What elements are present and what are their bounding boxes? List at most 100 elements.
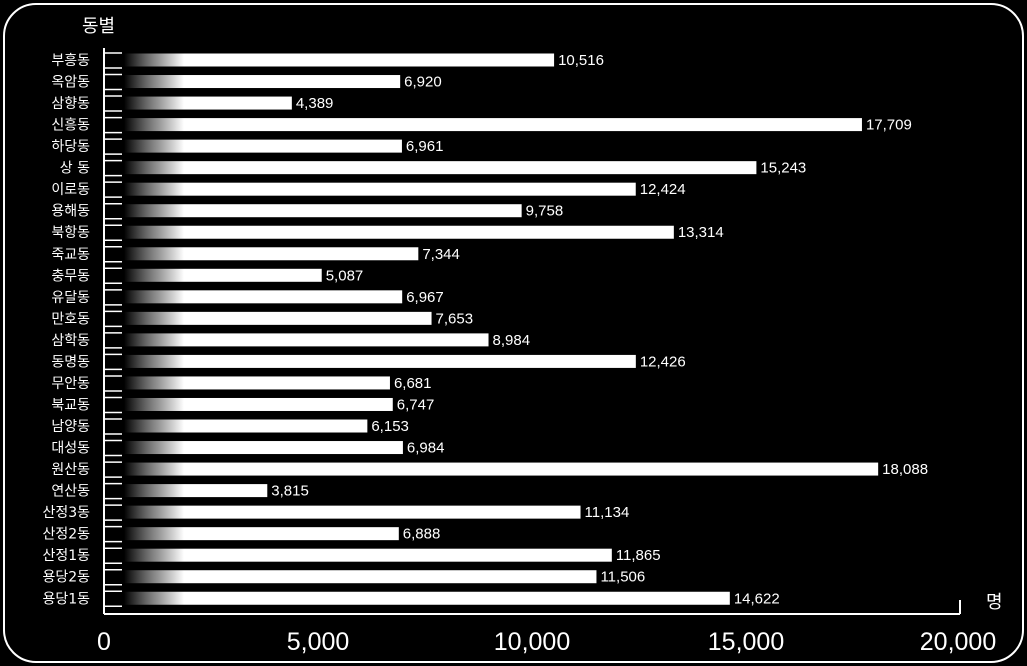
category-label: 삼학동 [51,333,90,349]
data-label: 11,134 [585,504,630,521]
bar [184,118,862,132]
bar-fade [124,505,184,519]
x-axis-title: 명 [986,592,1003,613]
data-label: 10,516 [558,52,604,69]
bar [184,75,401,89]
bar-fade [124,376,184,390]
data-label: 12,424 [640,181,686,198]
bar-fade [124,290,184,304]
category-label: 남양동 [51,419,90,435]
category-tick [104,461,122,478]
data-label: 7,344 [422,246,460,263]
bar-fade [124,182,184,196]
bar [184,268,322,282]
category-tick [104,224,122,241]
category-label: 이로동 [51,182,90,198]
data-label: 6,747 [397,396,435,413]
category-label: 옥암동 [51,75,90,91]
category-label: 원산동 [51,462,90,478]
category-tick [104,52,122,69]
bar-fade [124,333,184,347]
bar-fade [124,441,184,455]
category-tick [104,353,122,371]
bar [184,139,402,153]
category-tick [104,95,122,112]
bar-fade [124,527,184,541]
category-label: 상 동 [60,161,90,177]
bar [184,548,612,562]
bar-fade [124,354,184,368]
bar [184,182,636,196]
category-label: 죽교동 [51,247,90,263]
data-label: 17,709 [866,117,912,134]
category-label: 유달동 [51,290,90,306]
x-tick-label: 10,000 [494,628,570,656]
data-label: 6,681 [394,375,432,392]
category-label: 산정2동 [42,527,90,543]
bar-fade [124,118,184,132]
category-tick [104,310,122,328]
x-tick-label: 5,000 [287,628,350,656]
data-label: 11,506 [600,569,645,586]
bar-fade [124,419,184,433]
bar [184,290,403,304]
bar-fade [124,75,184,89]
category-label: 삼향동 [51,96,90,112]
data-label: 9,758 [526,203,564,220]
data-label: 14,622 [734,590,780,607]
category-tick [104,159,122,177]
data-label: 3,815 [271,483,309,500]
x-ticks-group: 0 5,000 10,000 15,000 20,000 [97,628,996,656]
bar [184,247,419,261]
bar-fade [124,53,184,67]
category-tick [104,482,122,500]
bar [184,53,555,67]
x-tick-label: 20,000 [920,628,996,656]
category-label: 북항동 [51,225,90,241]
category-tick [104,246,122,263]
bar-fade [124,462,184,476]
category-tick [104,289,122,306]
category-label: 무안동 [51,376,90,392]
bar [184,354,636,368]
category-label: 충무동 [51,268,90,284]
bar [184,419,368,433]
category-label: 하당동 [51,139,90,155]
x-tick-label: 15,000 [708,628,784,656]
bar [184,161,757,175]
data-label: 6,920 [404,74,442,91]
category-label: 대성동 [51,441,90,457]
bar [184,484,268,498]
y-axis-title: 동별 [82,16,115,37]
bar-fade [124,570,184,584]
category-label: 부흥동 [51,53,90,69]
data-label: 6,984 [407,440,445,457]
category-tick [104,116,122,134]
chart-frame [3,3,1024,663]
data-label: 7,653 [436,310,474,327]
data-label: 4,389 [296,95,334,112]
category-label: 신흥동 [51,118,90,134]
bar-fade [124,311,184,325]
category-label: 용당2동 [42,570,90,586]
category-label: 용당1동 [42,591,90,607]
category-label: 만호동 [51,311,90,327]
category-tick [104,590,122,607]
bar-fade [124,268,184,282]
category-label: 산정3동 [42,505,90,521]
bar-fade [124,204,184,218]
category-tick [104,332,122,349]
bar [184,462,879,476]
category-tick [104,568,122,586]
category-tick [104,547,122,564]
category-tick [104,439,122,457]
data-label: 6,967 [406,289,444,306]
category-tick [104,418,122,435]
category-label: 연산동 [51,484,90,500]
category-label: 동명동 [51,354,90,370]
bar-fade [124,225,184,239]
bar [184,591,730,605]
category-label: 용해동 [51,204,90,220]
x-tick-label: 0 [97,628,111,656]
